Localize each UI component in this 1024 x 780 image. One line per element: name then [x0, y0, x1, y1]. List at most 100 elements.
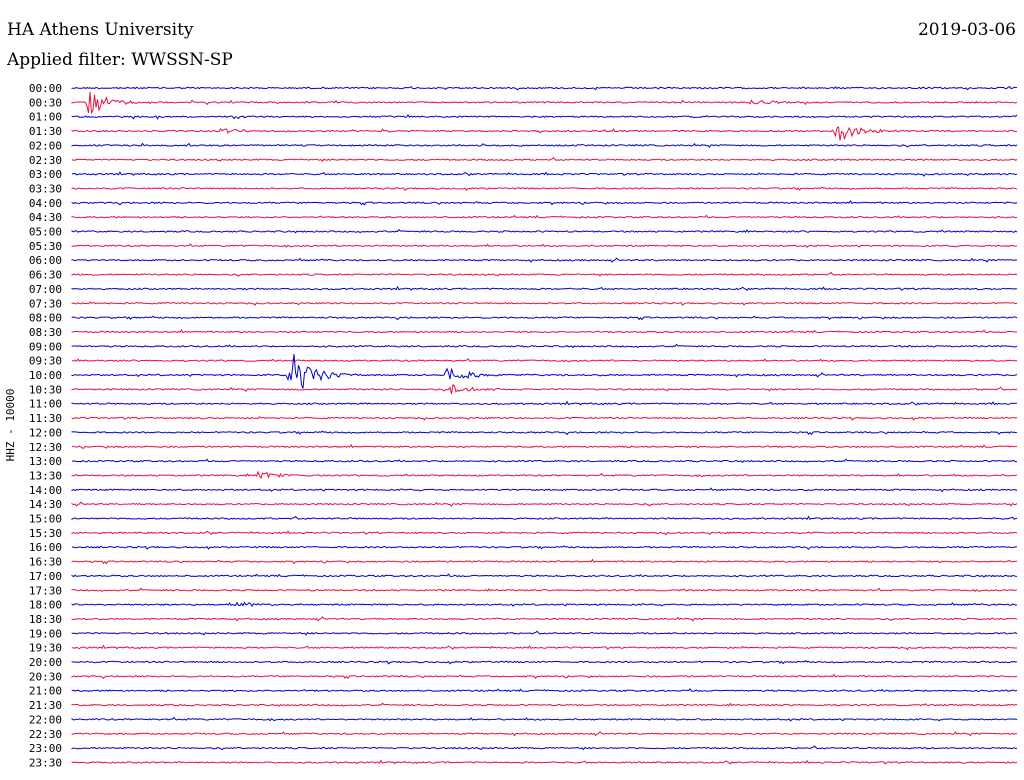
row-time-label: 11:00: [29, 398, 62, 411]
seismic-trace-row: [71, 400, 1017, 406]
seismic-trace-row: [71, 271, 1018, 277]
seismic-trace-row: [71, 416, 1018, 421]
station-title: HA Athens University: [7, 20, 194, 40]
seismic-trace-row: [71, 487, 1018, 493]
row-time-label: 11:30: [29, 412, 62, 425]
seismic-trace-row: [71, 113, 1018, 120]
seismic-trace-row: [71, 257, 1018, 263]
seismic-trace-row: [71, 558, 1018, 565]
row-time-label: 15:30: [29, 527, 62, 540]
seismic-trace-row: [71, 501, 1018, 507]
seismic-trace-row: [71, 545, 1017, 551]
seismic-trace-row: [71, 630, 1018, 636]
row-time-label: 00:30: [29, 96, 62, 109]
row-time-label: 07:30: [29, 297, 62, 310]
row-time-label: 22:00: [29, 713, 62, 726]
row-time-label: 09:30: [29, 355, 62, 368]
row-time-label: 17:30: [29, 584, 62, 597]
seismic-trace-row: [71, 354, 1018, 389]
row-time-label: 23:00: [29, 742, 62, 755]
seismic-trace-row: [71, 644, 1017, 651]
seismic-trace-row: [71, 358, 1018, 363]
row-time-label: 18:30: [29, 613, 62, 626]
seismic-trace-row: [71, 315, 1018, 321]
seismic-trace-row: [71, 301, 1018, 307]
row-time-label: 10:30: [29, 383, 62, 396]
seismic-trace-row: [71, 285, 1018, 291]
seismic-trace-row: [71, 745, 1018, 751]
row-time-label: 22:30: [29, 728, 62, 741]
row-time-label: 01:30: [29, 125, 62, 138]
row-time-label: 16:00: [29, 541, 62, 554]
seismic-trace-row: [71, 383, 1018, 394]
row-time-label: 15:00: [29, 513, 62, 526]
seismic-trace-row: [71, 214, 1018, 219]
date-label: 2019-03-06: [917, 20, 1016, 40]
seismic-trace-row: [71, 157, 1018, 163]
row-time-label: 21:00: [29, 685, 62, 698]
seismic-trace-row: [71, 126, 1018, 141]
row-time-label: 02:30: [29, 154, 62, 167]
seismic-trace-row: [71, 759, 1018, 765]
seismic-trace-row: [71, 85, 1018, 91]
row-time-label: 12:00: [29, 426, 62, 439]
row-time-label: 03:30: [29, 182, 62, 195]
row-time-label: 06:00: [29, 254, 62, 267]
row-time-label: 13:30: [29, 469, 62, 482]
seismic-trace-row: [71, 616, 1018, 622]
row-time-label: 19:00: [29, 627, 62, 640]
seismic-trace-row: [71, 702, 1017, 708]
seismic-trace-row: [72, 458, 1018, 464]
row-time-label: 20:00: [29, 656, 62, 669]
row-time-label: 06:30: [29, 269, 62, 282]
row-time-label: 05:30: [29, 240, 62, 253]
row-time-label: 21:30: [29, 699, 62, 712]
row-time-label: 16:30: [29, 556, 62, 569]
row-time-label: 03:00: [29, 168, 62, 181]
row-time-label: 01:00: [29, 111, 62, 124]
seismic-trace-row: [71, 243, 1018, 248]
seismic-trace-row: [71, 587, 1018, 593]
row-time-label: 04:00: [29, 197, 62, 210]
seismic-trace-row: [71, 343, 1018, 349]
seismic-trace-row: [71, 530, 1018, 536]
row-time-label: 02:00: [29, 139, 62, 152]
seismic-trace-row: [71, 601, 1018, 608]
seismic-trace-row: [71, 430, 1018, 436]
row-time-label: 08:00: [29, 312, 62, 325]
row-time-label: 04:30: [29, 211, 62, 224]
row-time-label: 14:30: [29, 498, 62, 511]
seismic-trace-row: [71, 660, 1018, 665]
y-axis-label: HHZ - 10000: [4, 389, 17, 462]
row-time-label: 13:00: [29, 455, 62, 468]
row-time-label: 10:00: [29, 369, 62, 382]
seismic-trace-row: [71, 470, 1018, 480]
filter-label: Applied filter: WWSSN-SP: [7, 50, 233, 70]
seismic-trace-row: [71, 515, 1018, 521]
row-time-label: 12:30: [29, 441, 62, 454]
seismic-trace-row: [71, 716, 1018, 722]
row-time-label: 05:00: [29, 226, 62, 239]
seismic-trace-row: [71, 199, 1018, 206]
seismic-trace-row: [71, 142, 1018, 148]
row-time-label: 17:00: [29, 570, 62, 583]
seismic-trace-row: [71, 730, 1017, 737]
row-time-label: 19:30: [29, 642, 62, 655]
seismic-trace-row: [71, 443, 1017, 449]
row-time-label: 18:00: [29, 599, 62, 612]
seismic-trace-row: [71, 688, 1018, 693]
row-time-label: 08:30: [29, 326, 62, 339]
row-time-label: 00:00: [29, 82, 62, 95]
seismic-trace-row: [71, 673, 1018, 680]
row-time-label: 07:00: [29, 283, 62, 296]
seismic-trace-row: [71, 573, 1018, 578]
row-time-label: 09:00: [29, 340, 62, 353]
seismic-trace-row: [71, 228, 1018, 234]
seismic-trace-row: [71, 186, 1018, 192]
seismic-trace-row: [71, 329, 1018, 334]
seismic-trace-row: [71, 91, 1018, 115]
seismic-trace-row: [71, 171, 1018, 177]
row-time-label: 23:30: [29, 756, 62, 769]
row-time-label: 20:30: [29, 670, 62, 683]
